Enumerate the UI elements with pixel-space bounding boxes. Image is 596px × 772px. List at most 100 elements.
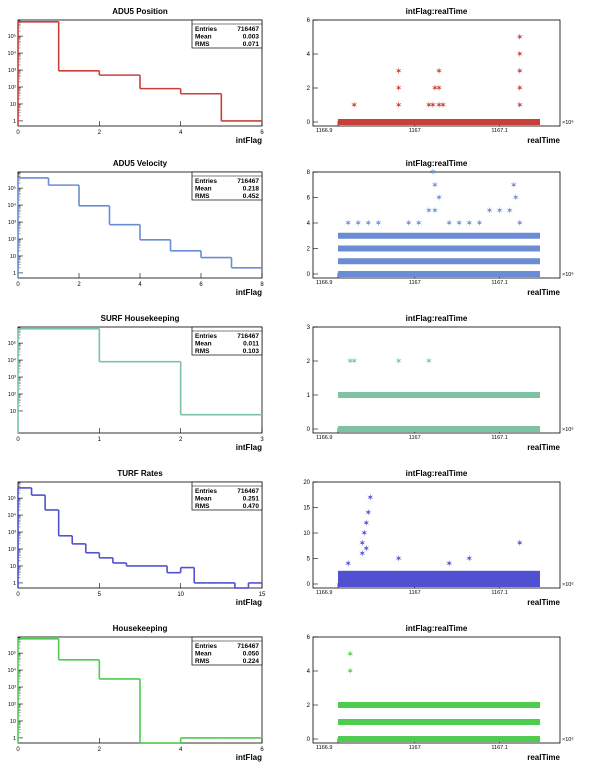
scatter-point: ✶: [365, 218, 373, 228]
panel-3: [17, 171, 263, 279]
x-tick-label: 1166.9: [316, 280, 332, 286]
scatter-point: ✶: [346, 666, 354, 676]
y-tick-label: 2: [307, 247, 311, 253]
scatter-point: ✶: [429, 100, 437, 110]
scatter-point: ✶: [346, 356, 354, 366]
x-axis-label: intFlag: [236, 598, 262, 607]
scatter-point: ✶: [439, 100, 447, 110]
scatter-point: ✶: [431, 180, 439, 190]
plot-frame: [312, 481, 561, 589]
scatter-point: ✶: [512, 193, 520, 203]
plot-frame: [312, 171, 561, 279]
scatter-point: ✶: [354, 218, 362, 228]
y-tick-label: 10²: [8, 392, 16, 398]
stats-entries-label: Entries: [195, 643, 217, 650]
y-tick-label: 10: [10, 564, 16, 570]
y-tick-label: 10²: [8, 237, 16, 243]
plot-frame: [312, 326, 561, 434]
scatter-point: ✶: [476, 218, 484, 228]
x-exponent: ×10⁶: [562, 581, 574, 588]
y-tick-label: 10⁴: [8, 202, 17, 209]
x-axis-label: realTime: [527, 288, 560, 297]
scatter-point: ✶: [431, 205, 439, 215]
stats-entries-value: 716467: [237, 333, 259, 340]
stats-rms-value: 0.071: [243, 41, 260, 48]
y-tick-label: 3: [307, 325, 311, 331]
x-tick-label: 1167: [409, 745, 421, 751]
stats-entries-value: 716467: [237, 178, 259, 185]
y-tick-label: 5: [307, 557, 311, 563]
panel-4: ✶ ✶ ✶ ✶ ✶ ✶✶✶✶✶✶✶ ✶ ✶ ✶✶ ✶ ✶✶✶✶: [312, 167, 561, 279]
panel-5: [17, 326, 263, 434]
scatter-point: ✶: [435, 193, 443, 203]
scatter-point: ✶: [486, 205, 494, 215]
x-tick-label: 0: [16, 130, 20, 136]
stats-entries-label: Entries: [195, 488, 217, 495]
x-tick-label: 10: [177, 592, 184, 598]
chart-title: intFlag:realTime: [406, 624, 468, 633]
scatter-point: ✶: [435, 66, 443, 76]
x-tick-label: 1167.1: [491, 745, 507, 751]
x-tick-label: 4: [179, 130, 183, 136]
chart-title: ADU5 Position: [112, 7, 168, 16]
y-tick-label: 6: [307, 196, 311, 202]
x-tick-label: 1167: [409, 280, 421, 286]
x-axis-label: intFlag: [236, 443, 262, 452]
scatter-point: ✶: [466, 554, 474, 564]
stats-entries-value: 716467: [237, 643, 259, 650]
y-tick-label: 4: [307, 221, 311, 227]
stats-rms-value: 0.470: [243, 503, 260, 510]
y-tick-label: 6: [307, 18, 311, 24]
scatter-point: ✶: [425, 100, 433, 110]
scatter-band: [338, 702, 540, 708]
scatter-point: ✶: [350, 356, 358, 366]
y-tick-label: 15: [303, 506, 310, 512]
scatter-point: ✶: [405, 218, 413, 228]
stats-rms-label: RMS: [195, 348, 210, 355]
x-axis-label: intFlag: [236, 288, 262, 297]
stats-mean-label: Mean: [195, 341, 212, 348]
y-tick-label: 10⁵: [8, 33, 16, 40]
x-tick-label: 4: [179, 747, 183, 753]
x-tick-label: 1166.9: [316, 435, 332, 441]
chart-title: intFlag:realTime: [406, 314, 468, 323]
scatter-point: ✶: [346, 649, 354, 659]
scatter-band: [338, 426, 540, 432]
x-axis-label: realTime: [527, 753, 560, 762]
stats-mean-label: Mean: [195, 496, 212, 503]
stats-mean-label: Mean: [195, 34, 212, 41]
stats-mean-value: 0.011: [243, 341, 259, 348]
scatter-point: ✶: [358, 548, 366, 558]
scatter-point: ✶: [367, 492, 375, 502]
x-tick-label: 1167: [409, 590, 421, 596]
y-tick-label: 10⁴: [8, 667, 17, 674]
chart-title: Housekeeping: [113, 624, 168, 633]
scatter-point: ✶: [431, 83, 439, 93]
stats-box: [191, 19, 263, 49]
y-tick-label: 8: [307, 170, 311, 176]
scatter-point: ✶: [358, 538, 366, 548]
stats-rms-label: RMS: [195, 193, 210, 200]
scatter-point: ✶: [466, 218, 474, 228]
y-tick-label: 10³: [8, 375, 16, 381]
scatter-point: ✶: [435, 83, 443, 93]
scatter-point: ✶: [365, 508, 373, 518]
y-tick-label: 10⁵: [8, 185, 16, 192]
x-axis-label: intFlag: [236, 136, 262, 145]
scatter-point: ✶: [445, 218, 453, 228]
x-axis-label: realTime: [527, 598, 560, 607]
stats-rms-label: RMS: [195, 658, 210, 665]
stats-entries-value: 716467: [237, 26, 259, 33]
stats-mean-value: 0.050: [243, 651, 260, 658]
scatter-point: ✶: [506, 205, 514, 215]
x-tick-label: 1167.1: [491, 590, 507, 596]
x-axis-label: realTime: [527, 136, 560, 145]
x-exponent: ×10⁶: [562, 736, 574, 743]
y-tick-label: 20: [303, 480, 310, 486]
x-tick-label: 1166.9: [316, 590, 332, 596]
scatter-point: ✶: [516, 49, 524, 59]
y-tick-label: 10³: [8, 530, 16, 536]
y-tick-label: 10: [10, 254, 16, 260]
stats-rms-label: RMS: [195, 503, 210, 510]
